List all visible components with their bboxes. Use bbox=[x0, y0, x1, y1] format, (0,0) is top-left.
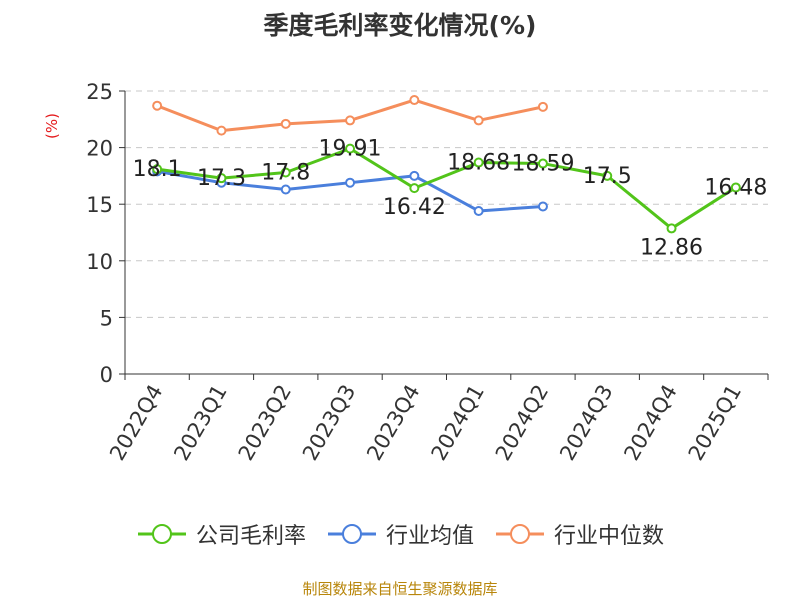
x-tick-label: 2023Q4 bbox=[362, 381, 424, 465]
data-label: 17.8 bbox=[261, 161, 310, 186]
data-label: 18.68 bbox=[447, 151, 510, 176]
series-line bbox=[156, 147, 737, 230]
legend-item[interactable]: 行业中位数 bbox=[494, 518, 664, 550]
y-tick-label: 15 bbox=[86, 193, 113, 217]
data-point bbox=[280, 184, 291, 195]
data-point bbox=[409, 170, 420, 181]
data-point bbox=[216, 173, 227, 184]
data-point bbox=[602, 170, 613, 181]
x-tick-label: 2022Q4 bbox=[105, 381, 167, 465]
line-chart: 0 5 10 15 20 25 2022Q4 2023Q1 2023Q2 2023Q3 2023Q4… bbox=[86, 80, 769, 465]
x-tick-label: 2024Q2 bbox=[491, 381, 553, 465]
data-label: 19.91 bbox=[319, 137, 382, 162]
y-tick-label: 25 bbox=[86, 80, 113, 104]
source-note: 制图数据来自恒生聚源数据库 bbox=[302, 580, 498, 598]
x-tick-label: 2023Q1 bbox=[169, 381, 231, 465]
x-tick-label: 2024Q1 bbox=[427, 381, 489, 465]
legend-circle bbox=[151, 524, 172, 544]
legend-marker bbox=[137, 524, 186, 544]
legend-circle bbox=[341, 524, 362, 544]
legend-marker bbox=[496, 524, 544, 544]
y-tick-label: 5 bbox=[100, 306, 113, 330]
series-line bbox=[156, 98, 544, 133]
data-point bbox=[537, 201, 548, 212]
chart-title: 季度毛利率变化情况(%) bbox=[263, 11, 537, 40]
data-point bbox=[345, 143, 356, 154]
data-label: 12.86 bbox=[640, 235, 703, 260]
data-label: 16.48 bbox=[704, 175, 767, 200]
data-label: 18.59 bbox=[511, 152, 574, 177]
legend-item[interactable]: 行业均值 bbox=[326, 518, 474, 550]
data-point bbox=[537, 158, 548, 169]
legend: 公司毛利率 行业均值 行业中位数 bbox=[0, 518, 800, 550]
legend-label: 行业均值 bbox=[385, 524, 474, 549]
data-label: 17.5 bbox=[583, 164, 632, 189]
legend-item[interactable]: 公司毛利率 bbox=[136, 518, 306, 550]
data-point bbox=[473, 205, 484, 216]
legend-marker bbox=[327, 524, 376, 544]
data-point bbox=[280, 167, 291, 178]
data-point bbox=[345, 177, 356, 188]
data-point bbox=[152, 164, 163, 175]
data-point bbox=[666, 223, 677, 234]
legend-label: 行业中位数 bbox=[554, 524, 665, 549]
legend-label: 公司毛利率 bbox=[195, 524, 306, 549]
x-tick-label: 2023Q3 bbox=[298, 381, 360, 465]
y-tick-label: 20 bbox=[86, 137, 113, 161]
data-point bbox=[409, 183, 420, 194]
x-tick-label: 2024Q3 bbox=[555, 381, 617, 465]
data-label: 18.1 bbox=[133, 157, 182, 182]
data-point bbox=[152, 100, 163, 111]
data-label: 17.3 bbox=[197, 166, 246, 191]
data-label: 16.42 bbox=[383, 195, 446, 220]
y-tick-label: 10 bbox=[86, 250, 113, 274]
data-point bbox=[730, 182, 741, 193]
x-tick-label: 2025Q1 bbox=[684, 381, 746, 465]
data-point bbox=[409, 95, 420, 106]
y-tick-label: 0 bbox=[100, 363, 113, 387]
x-tick-label: 2023Q2 bbox=[234, 381, 296, 465]
data-point bbox=[216, 125, 227, 136]
x-tick-label: 2024Q4 bbox=[619, 381, 681, 465]
data-point bbox=[280, 118, 291, 129]
data-point bbox=[345, 115, 356, 126]
data-point bbox=[537, 101, 548, 112]
legend-circle bbox=[510, 524, 530, 544]
data-point bbox=[473, 115, 484, 126]
data-point bbox=[473, 157, 484, 168]
